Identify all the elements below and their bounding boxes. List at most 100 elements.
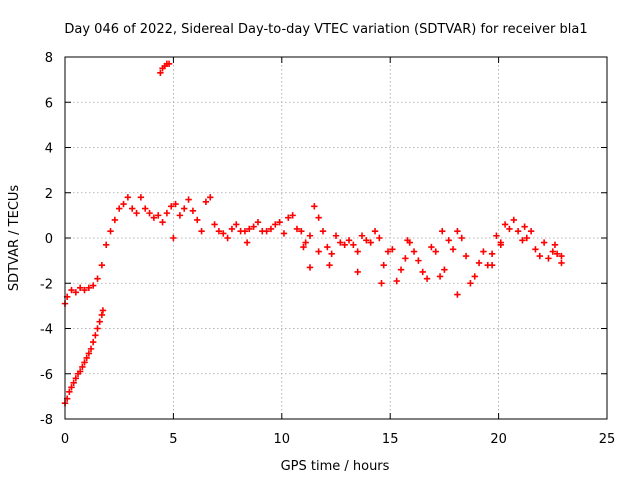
data-point (545, 255, 552, 262)
x-tick-label: 20 (490, 432, 507, 447)
data-point (168, 203, 175, 210)
data-point (98, 261, 106, 269)
data-point (415, 257, 422, 264)
data-point (311, 203, 318, 210)
y-tick-label: -4 (40, 323, 53, 338)
data-point (72, 289, 80, 296)
data-point (137, 194, 145, 201)
data-point (523, 234, 530, 242)
data-point (66, 388, 73, 396)
data-point (72, 375, 80, 382)
data-point (76, 368, 84, 375)
data-point (285, 214, 292, 221)
data-point (157, 69, 164, 77)
y-tick-label: 4 (45, 142, 53, 157)
data-point (519, 237, 526, 244)
data-point (254, 218, 262, 226)
x-tick-label: 5 (169, 432, 177, 447)
tick-labels: 0 5 10 15 20 25 -8 -6 -4 -2 0 2 4 6 8 (40, 51, 615, 447)
data-point (289, 212, 296, 219)
data-point (142, 205, 149, 212)
data-point (146, 209, 153, 217)
data-point (89, 338, 97, 346)
data-point (302, 239, 309, 246)
data-point (89, 282, 97, 289)
data-point (419, 268, 426, 276)
y-tick-label: -8 (40, 413, 53, 428)
data-point (68, 384, 75, 391)
data-point (428, 243, 435, 251)
data-point (280, 230, 288, 237)
data-point (393, 277, 400, 285)
data-point (189, 207, 197, 215)
data-point (371, 228, 379, 235)
data-point (553, 250, 561, 258)
data-point (540, 239, 548, 246)
data-point (306, 264, 314, 271)
data-point (150, 214, 158, 221)
data-point (488, 261, 496, 269)
y-tick-label: -2 (40, 277, 53, 292)
y-tick-label: 2 (45, 187, 53, 202)
data-point (85, 284, 93, 291)
data-point (345, 237, 353, 244)
data-point (445, 237, 452, 244)
y-axis-label: SDTVAR / TECUs (7, 185, 22, 292)
x-tick-label: 10 (274, 432, 291, 447)
data-point (532, 246, 539, 253)
data-point (389, 246, 396, 253)
data-point (124, 194, 132, 201)
data-point (83, 354, 90, 362)
data-point (102, 241, 110, 248)
data-point (475, 259, 483, 267)
data-point (176, 212, 184, 219)
data-point (551, 241, 559, 248)
data-point (397, 266, 405, 273)
data-point (133, 209, 140, 217)
data-point (341, 241, 348, 248)
data-point (454, 228, 461, 235)
data-point (514, 228, 522, 235)
data-point (467, 280, 474, 287)
data-point (558, 259, 565, 267)
data-point (439, 228, 446, 235)
data-point (155, 212, 162, 219)
y-tick-label: -6 (40, 368, 53, 383)
x-tick-label: 15 (382, 432, 399, 447)
data-point (267, 225, 275, 233)
data-point (480, 248, 487, 255)
data-point (404, 237, 411, 244)
data-point (233, 221, 240, 228)
data-point (315, 214, 322, 221)
data-point (493, 232, 500, 239)
data-point (506, 225, 513, 233)
data-point (497, 241, 504, 248)
data-point (92, 332, 99, 339)
data-point (462, 252, 470, 260)
data-point (449, 246, 457, 253)
data-point (363, 237, 370, 244)
data-point (454, 291, 461, 298)
data-point (194, 216, 201, 224)
data-point (94, 325, 101, 332)
data-points (61, 60, 565, 407)
data-point (272, 221, 279, 228)
data-point (165, 60, 173, 67)
data-point (501, 221, 509, 228)
data-point (211, 221, 218, 228)
data-point (111, 216, 119, 224)
data-point (367, 239, 374, 246)
y-tick-label: 0 (45, 232, 53, 247)
data-point (432, 248, 439, 255)
data-point (441, 266, 448, 273)
data-point (328, 250, 335, 258)
data-point (107, 228, 114, 235)
data-point (263, 228, 270, 235)
data-point (354, 268, 361, 276)
data-point (228, 225, 236, 233)
data-point (215, 228, 223, 235)
data-point (458, 234, 465, 242)
axis-ticks (64, 56, 608, 420)
data-point (170, 234, 177, 242)
